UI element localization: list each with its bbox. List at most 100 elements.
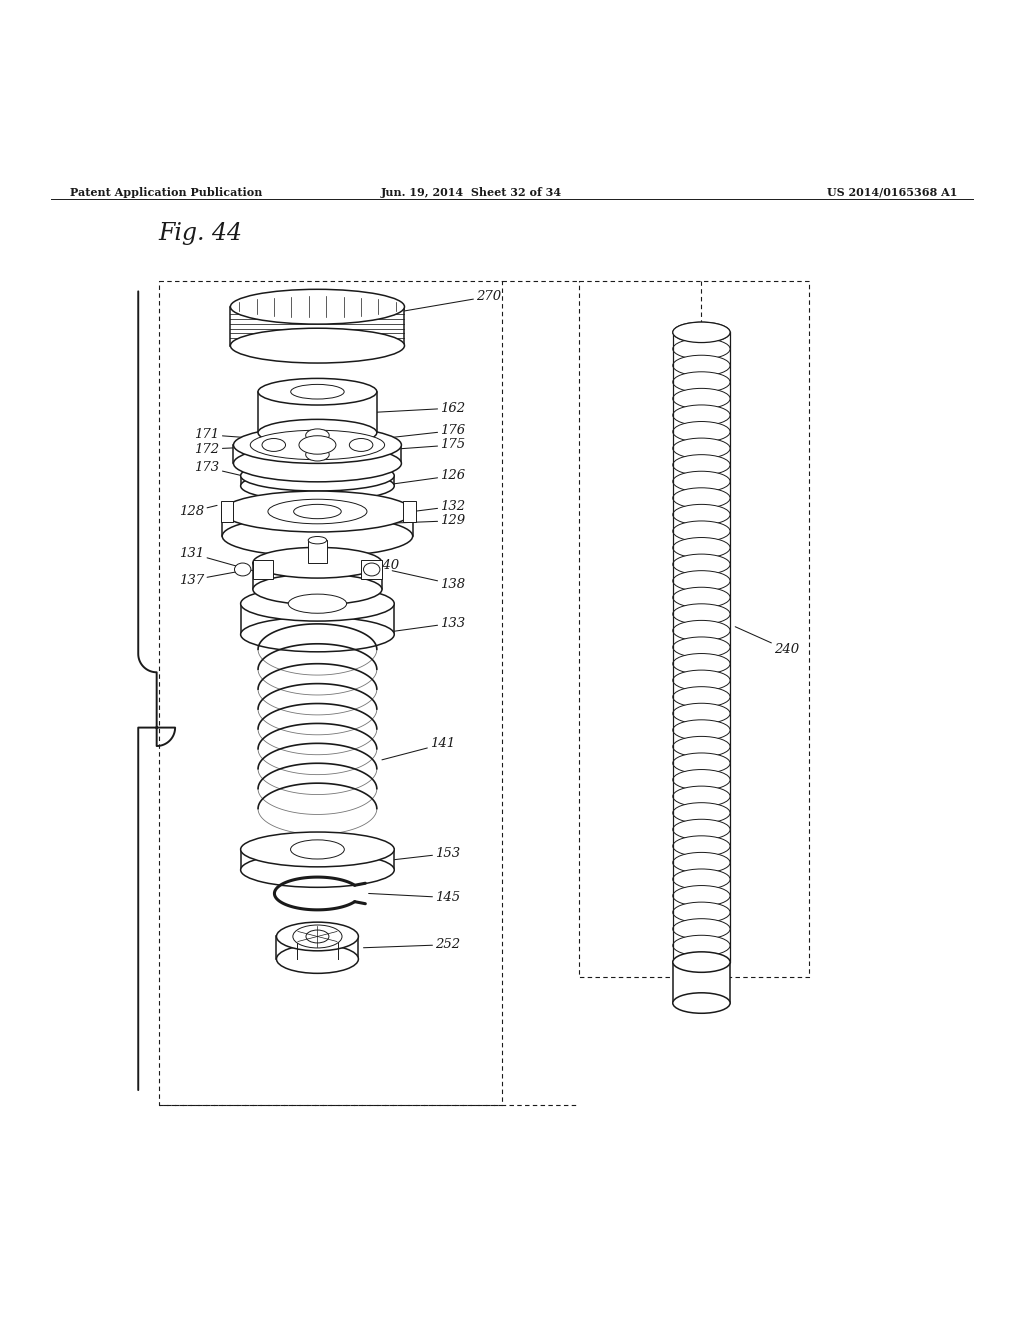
Ellipse shape [673,853,730,873]
Ellipse shape [306,447,329,461]
Ellipse shape [673,704,730,723]
Ellipse shape [673,570,730,591]
Text: 240: 240 [735,627,800,656]
Ellipse shape [673,952,730,973]
Bar [258,392,377,433]
Ellipse shape [230,329,404,363]
Ellipse shape [673,653,730,675]
Bar [308,540,327,562]
Ellipse shape [673,919,730,939]
Text: 252: 252 [364,939,461,952]
Bar [253,560,273,578]
Text: Fig. 44: Fig. 44 [159,222,243,244]
Text: 175: 175 [376,438,466,451]
Ellipse shape [673,339,730,359]
Ellipse shape [673,902,730,923]
Text: 128: 128 [179,506,217,517]
Ellipse shape [673,355,730,376]
Ellipse shape [289,594,346,614]
Ellipse shape [291,384,344,399]
Text: 174: 174 [340,461,394,475]
Ellipse shape [222,491,413,532]
Ellipse shape [673,620,730,642]
Bar [276,936,358,960]
Ellipse shape [673,521,730,541]
Bar [221,502,233,521]
Ellipse shape [673,737,730,756]
Ellipse shape [230,289,404,325]
Ellipse shape [673,803,730,824]
Text: US 2014/0165368 A1: US 2014/0165368 A1 [827,187,957,198]
Ellipse shape [241,616,394,652]
Ellipse shape [673,836,730,857]
Text: 129: 129 [375,515,466,527]
Ellipse shape [673,504,730,525]
Ellipse shape [294,504,341,519]
Bar [241,603,394,635]
Bar [233,445,401,463]
Ellipse shape [673,752,730,774]
Text: 140: 140 [332,552,399,573]
Ellipse shape [673,719,730,741]
Text: 133: 133 [371,616,466,635]
Ellipse shape [673,770,730,791]
Ellipse shape [233,445,401,482]
Bar [241,850,394,870]
Ellipse shape [673,554,730,574]
Text: 141: 141 [382,738,456,760]
Ellipse shape [673,869,730,890]
Text: 138: 138 [392,570,466,591]
Ellipse shape [268,499,367,524]
Ellipse shape [291,840,344,859]
Ellipse shape [673,488,730,508]
Text: 173: 173 [195,461,264,480]
Ellipse shape [258,379,377,405]
Ellipse shape [241,470,394,502]
Ellipse shape [673,454,730,475]
Ellipse shape [349,438,373,451]
Ellipse shape [673,421,730,442]
Ellipse shape [673,603,730,624]
Text: 176: 176 [343,424,466,444]
Ellipse shape [673,686,730,708]
Text: Jun. 19, 2014  Sheet 32 of 34: Jun. 19, 2014 Sheet 32 of 34 [381,187,561,198]
Ellipse shape [241,461,394,491]
Bar [403,502,416,521]
Bar [361,560,382,578]
Text: 132: 132 [413,500,466,513]
Text: Patent Application Publication: Patent Application Publication [70,187,262,198]
Ellipse shape [253,548,382,578]
Ellipse shape [673,537,730,558]
Ellipse shape [673,638,730,657]
Ellipse shape [241,832,394,867]
Ellipse shape [308,536,327,544]
Ellipse shape [276,923,358,950]
Bar [222,512,413,536]
Text: 162: 162 [377,401,466,414]
Ellipse shape [258,420,377,446]
Ellipse shape [673,405,730,425]
Ellipse shape [673,993,730,1014]
Ellipse shape [673,388,730,409]
Ellipse shape [673,471,730,492]
Bar [253,562,382,589]
Ellipse shape [306,931,329,942]
Text: 131: 131 [179,546,253,570]
Text: 145: 145 [369,891,461,904]
Ellipse shape [293,925,342,948]
Bar [230,306,404,346]
Ellipse shape [673,820,730,840]
Ellipse shape [364,564,380,576]
Ellipse shape [673,886,730,906]
Text: 270: 270 [360,290,502,318]
Ellipse shape [673,936,730,956]
Ellipse shape [222,516,413,557]
Ellipse shape [673,322,730,343]
Text: 126: 126 [379,469,466,486]
Ellipse shape [250,430,385,459]
Text: 171: 171 [195,428,271,441]
Ellipse shape [673,372,730,392]
Ellipse shape [673,671,730,690]
Ellipse shape [673,787,730,807]
Bar [241,475,394,486]
